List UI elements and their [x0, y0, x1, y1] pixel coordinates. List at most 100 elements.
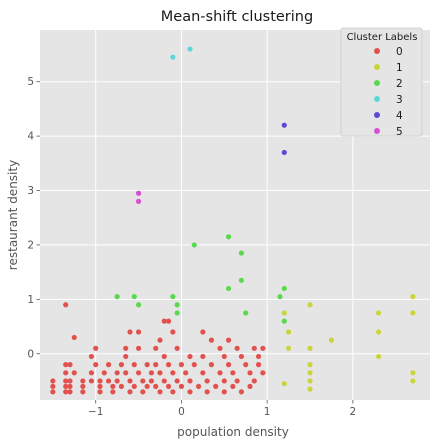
cluster-2-point [135, 302, 142, 308]
cluster-0-point [165, 318, 172, 324]
legend-marker-5 [374, 128, 380, 134]
cluster-0-point [170, 329, 176, 335]
cluster-0-point [110, 383, 116, 389]
cluster-1-point [307, 302, 313, 308]
x-tick-label: 2 [350, 406, 357, 418]
cluster-0-point [127, 389, 133, 395]
legend-title: Cluster Labels [347, 32, 418, 43]
cluster-2-point [243, 310, 249, 316]
cluster-2-point [170, 294, 176, 300]
cluster-2-point [277, 294, 283, 300]
cluster-0-point [148, 378, 155, 384]
cluster-1-point [375, 329, 382, 335]
cluster-0-point [67, 378, 73, 384]
cluster-0-point [123, 370, 129, 376]
cluster-0-point [200, 370, 206, 376]
cluster-1-point [285, 345, 292, 351]
cluster-0-point [123, 353, 129, 360]
cluster-0-point [131, 383, 137, 389]
cluster-0-point [135, 329, 142, 335]
cluster-2-point [281, 285, 287, 292]
cluster-2-point [174, 302, 180, 308]
cluster-0-point [118, 383, 125, 389]
cluster-0-point [63, 362, 69, 368]
cluster-0-point [105, 362, 112, 368]
cluster-0-point [217, 345, 223, 351]
cluster-1-point [375, 310, 382, 316]
cluster-0-point [71, 370, 77, 376]
cluster-0-point [195, 383, 202, 389]
cluster-1-point [375, 353, 382, 360]
y-tick-label: 3 [27, 185, 34, 197]
cluster-0-point [131, 362, 137, 368]
cluster-0-point [88, 353, 95, 360]
cluster-0-point [93, 362, 99, 368]
cluster-0-point [88, 378, 95, 384]
cluster-0-point [127, 329, 133, 335]
x-tick-label: −1 [88, 406, 103, 418]
cluster-0-point [144, 383, 150, 389]
cluster-0-point [221, 389, 227, 395]
cluster-0-point [153, 362, 159, 368]
cluster-0-point [187, 389, 193, 395]
cluster-1-point [281, 310, 287, 316]
cluster-1-point [285, 329, 292, 335]
cluster-0-point [63, 383, 69, 389]
cluster-0-point [208, 337, 215, 343]
cluster-0-point [161, 353, 167, 360]
x-tick-label: 0 [178, 406, 185, 418]
cluster-0-point [80, 383, 86, 389]
cluster-0-point [187, 378, 193, 384]
legend-label-4: 4 [396, 110, 403, 122]
cluster-0-point [114, 378, 120, 384]
cluster-0-point [255, 353, 262, 360]
cluster-0-point [127, 378, 133, 384]
legend-marker-3 [374, 96, 380, 102]
legend-marker-0 [374, 48, 380, 54]
cluster-1-point [410, 310, 416, 316]
cluster-0-point [63, 370, 69, 376]
cluster-0-point [135, 345, 142, 351]
cluster-0-point [88, 370, 95, 376]
cluster-0-point [67, 383, 73, 389]
cluster-0-point [157, 337, 163, 343]
cluster-0-point [225, 362, 232, 368]
cluster-0-point [63, 302, 69, 308]
cluster-0-point [80, 389, 86, 395]
cluster-1-point [410, 294, 416, 300]
cluster-0-point [208, 362, 215, 368]
cluster-0-point [213, 383, 219, 389]
cluster-3-point [170, 54, 176, 60]
cluster-1-point [281, 381, 287, 387]
axis-ticks: −1 0 1 2 0 1 2 3 4 5 [27, 76, 356, 418]
cluster-1-point [410, 370, 416, 376]
cluster-0-point [123, 345, 129, 351]
cluster-1-point [307, 370, 313, 376]
cluster-4-point [281, 122, 287, 128]
cluster-5-point [135, 190, 142, 196]
cluster-0-point [260, 370, 266, 376]
cluster-0-point [118, 362, 125, 368]
cluster-0-point [170, 389, 176, 395]
cluster-0-point [148, 370, 155, 376]
cluster-0-point [80, 378, 86, 384]
x-tick-label: 1 [264, 406, 271, 418]
cluster-0-point [225, 337, 232, 343]
cluster-0-point [67, 389, 73, 395]
y-tick-label: 0 [27, 348, 34, 360]
cluster-0-point [221, 378, 227, 384]
cluster-0-point [204, 378, 210, 384]
cluster-0-point [247, 370, 253, 376]
cluster-2-point [174, 310, 180, 316]
cluster-0-point [251, 345, 257, 351]
cluster-1-point [307, 378, 313, 384]
cluster-0-point [247, 383, 253, 389]
cluster-0-point [67, 362, 73, 368]
x-axis-label: population density [177, 425, 289, 439]
cluster-0-point [97, 378, 103, 384]
cluster-5-point [135, 198, 142, 204]
cluster-0-point [238, 353, 245, 360]
cluster-0-point [178, 383, 185, 389]
cluster-0-point [260, 345, 266, 351]
